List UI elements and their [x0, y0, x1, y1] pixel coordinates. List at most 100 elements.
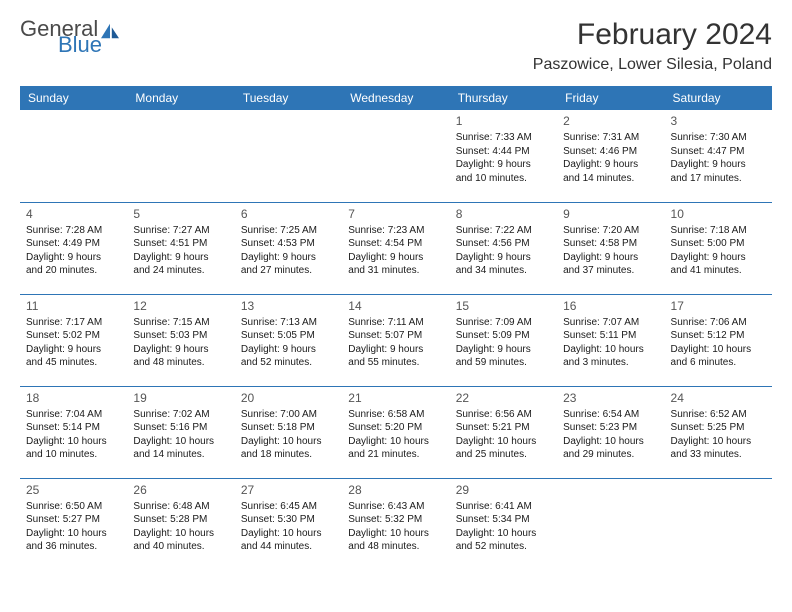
day-cell: 11Sunrise: 7:17 AMSunset: 5:02 PMDayligh… [20, 294, 127, 386]
day-cell: 6Sunrise: 7:25 AMSunset: 4:53 PMDaylight… [235, 202, 342, 294]
day-info: Sunrise: 7:11 AMSunset: 5:07 PMDaylight:… [348, 316, 443, 370]
calendar-table: Sunday Monday Tuesday Wednesday Thursday… [20, 86, 772, 570]
day-cell: 26Sunrise: 6:48 AMSunset: 5:28 PMDayligh… [127, 478, 234, 570]
day-cell [127, 110, 234, 202]
day-info: Sunrise: 6:58 AMSunset: 5:20 PMDaylight:… [348, 408, 443, 462]
daylight-text-1: Daylight: 10 hours [456, 435, 551, 449]
sunrise-text: Sunrise: 6:50 AM [26, 500, 121, 514]
day-number: 1 [456, 114, 551, 128]
daylight-text-2: and 25 minutes. [456, 448, 551, 462]
logo-text-blue: Blue [58, 34, 121, 56]
location: Paszowice, Lower Silesia, Poland [533, 56, 772, 74]
day-cell: 8Sunrise: 7:22 AMSunset: 4:56 PMDaylight… [450, 202, 557, 294]
header: GeneralBlue February 2024 Paszowice, Low… [20, 18, 772, 74]
daylight-text-2: and 21 minutes. [348, 448, 443, 462]
daylight-text-2: and 52 minutes. [456, 540, 551, 554]
week-row: 11Sunrise: 7:17 AMSunset: 5:02 PMDayligh… [20, 294, 772, 386]
sunrise-text: Sunrise: 7:13 AM [241, 316, 336, 330]
day-number: 24 [671, 391, 766, 405]
daylight-text-2: and 17 minutes. [671, 172, 766, 186]
sunset-text: Sunset: 5:30 PM [241, 513, 336, 527]
day-cell [342, 110, 449, 202]
daylight-text-2: and 20 minutes. [26, 264, 121, 278]
sunset-text: Sunset: 4:53 PM [241, 237, 336, 251]
day-info: Sunrise: 6:54 AMSunset: 5:23 PMDaylight:… [563, 408, 658, 462]
day-cell: 21 Sunrise: 6:58 AMSunset: 5:20 PMDayligh… [342, 386, 449, 478]
daylight-text-1: Daylight: 9 hours [563, 158, 658, 172]
day-info: Sunrise: 6:45 AMSunset: 5:30 PMDaylight:… [241, 500, 336, 554]
day-number: 17 [671, 299, 766, 313]
daylight-text-2: and 27 minutes. [241, 264, 336, 278]
sunrise-text: Sunrise: 7:18 AM [671, 224, 766, 238]
daylight-text-1: Daylight: 10 hours [563, 435, 658, 449]
day-header-monday: Monday [127, 86, 234, 110]
sunrise-text: Sunrise: 7:33 AM [456, 131, 551, 145]
sunset-text: Sunset: 5:05 PM [241, 329, 336, 343]
day-number: 14 [348, 299, 443, 313]
day-header-row: Sunday Monday Tuesday Wednesday Thursday… [20, 86, 772, 110]
daylight-text-1: Daylight: 10 hours [133, 435, 228, 449]
logo: GeneralBlue [20, 18, 121, 56]
daylight-text-1: Daylight: 9 hours [348, 343, 443, 357]
sunset-text: Sunset: 4:56 PM [456, 237, 551, 251]
day-number: 11 [26, 299, 121, 313]
sunset-text: Sunset: 4:51 PM [133, 237, 228, 251]
day-number: 18 [26, 391, 121, 405]
title-block: February 2024 Paszowice, Lower Silesia, … [533, 18, 772, 74]
day-number: 28 [348, 483, 443, 497]
sunset-text: Sunset: 5:09 PM [456, 329, 551, 343]
sunrise-text: Sunrise: 7:15 AM [133, 316, 228, 330]
daylight-text-2: and 52 minutes. [241, 356, 336, 370]
daylight-text-2: and 10 minutes. [26, 448, 121, 462]
daylight-text-1: Daylight: 9 hours [671, 251, 766, 265]
daylight-text-2: and 18 minutes. [241, 448, 336, 462]
day-number: 9 [563, 207, 658, 221]
day-header-tuesday: Tuesday [235, 86, 342, 110]
daylight-text-2: and 33 minutes. [671, 448, 766, 462]
day-number: 25 [26, 483, 121, 497]
day-number: 3 [671, 114, 766, 128]
sunrise-text: Sunrise: 7:30 AM [671, 131, 766, 145]
daylight-text-2: and 36 minutes. [26, 540, 121, 554]
sunrise-text: Sunrise: 7:23 AM [348, 224, 443, 238]
day-info: Sunrise: 7:22 AMSunset: 4:56 PMDaylight:… [456, 224, 551, 278]
day-number: 15 [456, 299, 551, 313]
sunset-text: Sunset: 5:21 PM [456, 421, 551, 435]
day-number: 21 [348, 391, 443, 405]
daylight-text-2: and 3 minutes. [563, 356, 658, 370]
sunrise-text: Sunrise: 7:11 AM [348, 316, 443, 330]
sunset-text: Sunset: 5:12 PM [671, 329, 766, 343]
day-info: Sunrise: 6:50 AMSunset: 5:27 PMDaylight:… [26, 500, 121, 554]
day-cell: 22Sunrise: 6:56 AMSunset: 5:21 PMDayligh… [450, 386, 557, 478]
week-row: 4Sunrise: 7:28 AMSunset: 4:49 PMDaylight… [20, 202, 772, 294]
day-info: Sunrise: 6:52 AMSunset: 5:25 PMDaylight:… [671, 408, 766, 462]
daylight-text-2: and 37 minutes. [563, 264, 658, 278]
sunset-text: Sunset: 5:00 PM [671, 237, 766, 251]
sunset-text: Sunset: 4:54 PM [348, 237, 443, 251]
daylight-text-1: Daylight: 9 hours [563, 251, 658, 265]
day-cell: 9 Sunrise: 7:20 AMSunset: 4:58 PMDaylight… [557, 202, 664, 294]
day-cell: 18Sunrise: 7:04 AMSunset: 5:14 PMDayligh… [20, 386, 127, 478]
day-cell: 15Sunrise: 7:09 AMSunset: 5:09 PMDayligh… [450, 294, 557, 386]
daylight-text-1: Daylight: 9 hours [26, 251, 121, 265]
sunset-text: Sunset: 5:14 PM [26, 421, 121, 435]
daylight-text-1: Daylight: 10 hours [26, 527, 121, 541]
day-number: 12 [133, 299, 228, 313]
day-cell: 27 Sunrise: 6:45 AMSunset: 5:30 PMDayligh… [235, 478, 342, 570]
sunrise-text: Sunrise: 7:25 AM [241, 224, 336, 238]
daylight-text-2: and 24 minutes. [133, 264, 228, 278]
daylight-text-1: Daylight: 9 hours [241, 251, 336, 265]
day-number: 27 [241, 483, 336, 497]
sunset-text: Sunset: 5:18 PM [241, 421, 336, 435]
sunrise-text: Sunrise: 7:31 AM [563, 131, 658, 145]
daylight-text-2: and 48 minutes. [348, 540, 443, 554]
day-info: Sunrise: 6:41 AMSunset: 5:34 PMDaylight:… [456, 500, 551, 554]
day-number: 29 [456, 483, 551, 497]
day-info: Sunrise: 7:20 AMSunset: 4:58 PMDaylight:… [563, 224, 658, 278]
month-title: February 2024 [533, 18, 772, 52]
daylight-text-1: Daylight: 9 hours [456, 251, 551, 265]
day-info: Sunrise: 6:48 AMSunset: 5:28 PMDaylight:… [133, 500, 228, 554]
sunrise-text: Sunrise: 7:04 AM [26, 408, 121, 422]
daylight-text-2: and 41 minutes. [671, 264, 766, 278]
day-info: Sunrise: 7:07 AMSunset: 5:11 PMDaylight:… [563, 316, 658, 370]
